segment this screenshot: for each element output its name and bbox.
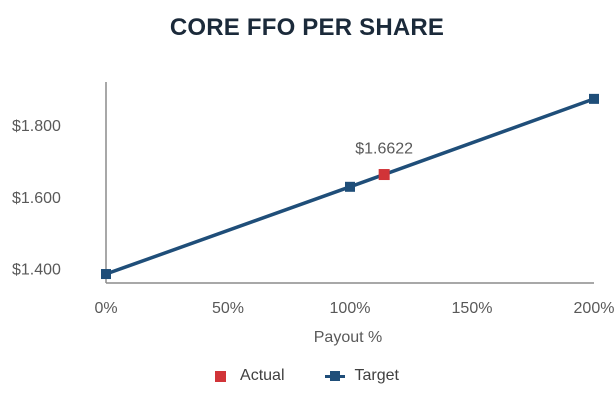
y-tick-label: $1.400 — [12, 262, 61, 279]
data-point-target — [345, 181, 355, 192]
legend-label-target: Target — [354, 367, 399, 384]
legend-item-target: Target — [324, 367, 399, 385]
x-tick-label: 0% — [94, 300, 117, 317]
x-tick-label: 100% — [330, 300, 371, 317]
x-axis-title: Payout % — [314, 329, 382, 346]
chart-title: CORE FFO PER SHARE — [169, 14, 445, 41]
data-label-actual: $1.6622 — [355, 141, 413, 158]
data-point-target — [589, 93, 599, 104]
x-tick-label: 200% — [574, 300, 614, 317]
legend-swatch-target — [324, 370, 345, 382]
x-tick-label: 150% — [452, 300, 493, 317]
legend-swatch-actual — [215, 370, 227, 382]
chart-legend: Actual Target — [0, 367, 614, 385]
legend-item-actual: Actual — [215, 367, 285, 385]
legend-label-actual: Actual — [240, 367, 285, 384]
y-tick-label: $1.800 — [12, 118, 61, 135]
y-tick-label: $1.600 — [12, 190, 61, 207]
x-tick-label: 50% — [212, 300, 244, 317]
data-point-target — [101, 269, 111, 280]
data-point-actual — [378, 169, 390, 181]
